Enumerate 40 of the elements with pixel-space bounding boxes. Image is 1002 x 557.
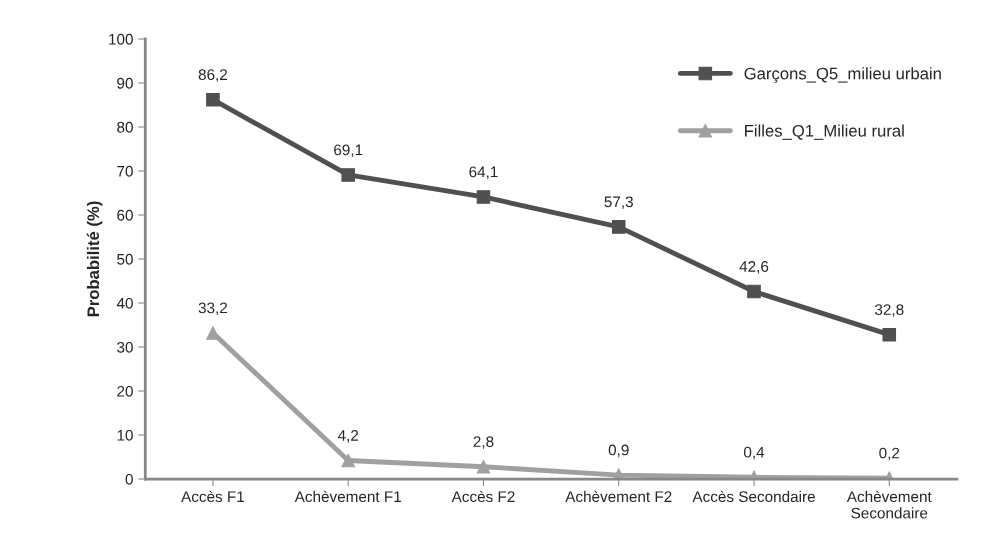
y-tick-label: 100	[109, 33, 133, 45]
y-tick-label: 0	[125, 473, 133, 485]
x-tick-label: Accès F2	[451, 490, 515, 503]
legend-label: Filles_Q1_Milieu rural	[745, 124, 904, 140]
point	[747, 284, 761, 299]
point	[476, 190, 491, 204]
x-tick-label: Accès F1	[181, 490, 245, 503]
data-label: 32,8	[874, 304, 904, 317]
x-tick-label: Achèvement F1	[294, 490, 401, 503]
point	[341, 453, 355, 468]
data-label: 0,2	[879, 447, 900, 461]
data-label: 0,9	[608, 444, 629, 458]
data-label: 42,6	[739, 261, 769, 274]
y-tick-label: 70	[117, 165, 133, 177]
point	[882, 327, 897, 342]
point	[341, 168, 355, 182]
data-label: 64,1	[469, 166, 498, 180]
y-tick-label: 90	[117, 77, 133, 89]
legend-label: Garçons_Q5_milieu urbain	[744, 67, 941, 83]
point	[206, 92, 220, 107]
data-label: 86,2	[198, 69, 228, 82]
x-tick-label: Accès Secondaire	[692, 490, 815, 503]
x-tick-label: Achèvement F2	[565, 490, 672, 503]
data-label: 69,1	[334, 144, 363, 158]
y-tick-label: 80	[117, 121, 133, 133]
data-label: 57,3	[604, 196, 633, 209]
y-tick-label: 50	[117, 253, 133, 265]
data-label: 4,2	[337, 430, 359, 443]
x-tick-label: Achèvement Secondaire	[846, 490, 932, 519]
y-tick-label: 60	[117, 209, 133, 221]
data-label: 0,4	[743, 446, 765, 460]
y-tick-label: 30	[117, 341, 133, 353]
y-tick-label: 10	[117, 429, 133, 441]
data-label: 2,8	[473, 436, 494, 449]
point	[611, 220, 626, 234]
y-tick-label: 40	[116, 297, 133, 309]
y-tick-label: 20	[117, 385, 133, 397]
y-axis-title: Probabilité (%)	[86, 201, 103, 317]
point	[476, 459, 491, 474]
data-label: 33,2	[198, 302, 228, 316]
